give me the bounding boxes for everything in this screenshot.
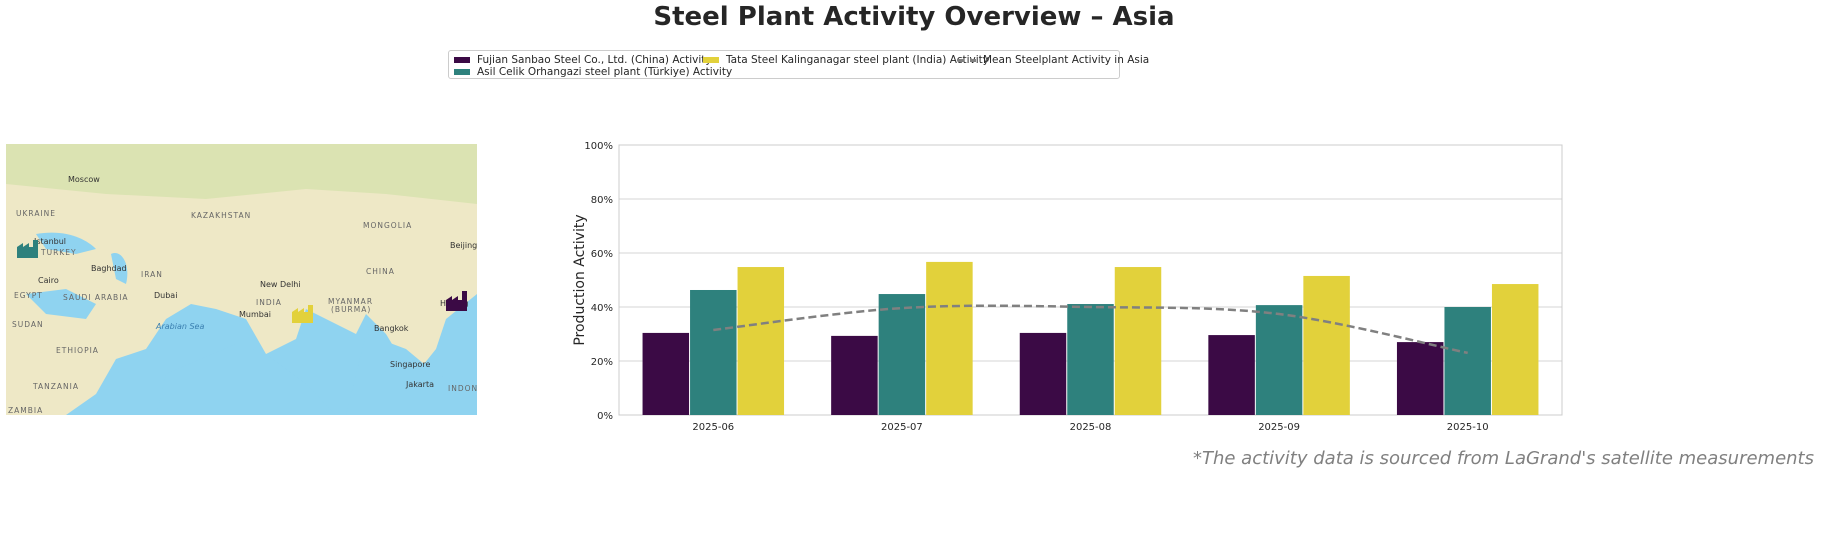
x-tick-label: 2025-09 [1258, 422, 1300, 433]
x-tick-label: 2025-10 [1447, 422, 1489, 433]
legend-label: Tata Steel Kalinganagar steel plant (Ind… [726, 54, 989, 66]
bar [1444, 307, 1491, 415]
map-label: INDIA [256, 298, 282, 307]
factory-icon [292, 305, 313, 323]
legend-item: Asil Celik Orhangazi steel plant (Türkiy… [454, 66, 732, 78]
factory-icon [446, 291, 467, 311]
legend-item: Mean Steelplant Activity in Asia [958, 54, 1149, 66]
x-tick-label: 2025-08 [1070, 422, 1112, 433]
footnote: *The activity data is sourced from LaGra… [1192, 448, 1814, 469]
bar [1114, 267, 1162, 415]
y-tick-label: 100% [584, 141, 613, 152]
legend-label: Asil Celik Orhangazi steel plant (Türkiy… [477, 66, 733, 78]
map-label: Mumbai [239, 310, 271, 319]
x-tick-label: 2025-06 [692, 422, 734, 433]
factory-icon [17, 240, 38, 258]
bar [642, 332, 690, 415]
map-label: Arabian Sea [156, 322, 205, 331]
bar [1303, 275, 1350, 415]
y-tick-label: 80% [591, 195, 613, 206]
legend-swatch [454, 69, 470, 75]
map-label: Singapore [390, 360, 431, 369]
map-label: Istanbul [34, 237, 67, 246]
legend-label: Mean Steelplant Activity in Asia [983, 54, 1150, 66]
legend-swatch [703, 57, 719, 63]
map-label: EGYPT [14, 291, 43, 300]
map-label: TURKEY [41, 248, 77, 257]
bar [1396, 342, 1444, 415]
map-label: (BURMA) [331, 305, 372, 314]
bar [831, 335, 878, 415]
legend-item: Fujian Sanbao Steel Co., Ltd. (China) Ac… [454, 54, 712, 66]
legend-dash [958, 58, 976, 62]
bar [737, 267, 785, 415]
legend-label: Fujian Sanbao Steel Co., Ltd. (China) Ac… [477, 54, 712, 66]
y-tick-label: 0% [597, 411, 613, 422]
bar [1491, 284, 1539, 415]
bar [690, 289, 737, 415]
map: Moscow UKRAINE KAZAKHSTAN MONGOLIA Istan… [6, 144, 477, 415]
page-title: Steel Plant Activity Overview – Asia [653, 2, 1175, 32]
map-label: Beijing [450, 241, 477, 250]
bar [926, 261, 973, 415]
y-tick-label: 40% [591, 303, 613, 314]
bar [1019, 332, 1067, 415]
legend-item: Tata Steel Kalinganagar steel plant (Ind… [703, 54, 989, 66]
map-basemap [6, 144, 477, 415]
map-label: New Delhi [260, 280, 301, 289]
map-label: CHINA [366, 267, 395, 276]
map-label: Moscow [68, 175, 100, 184]
bar-chart: 0% 20% 40% 60% 80% 100% 2025-06 2025-07 2025-08 2… [572, 141, 1563, 433]
map-label: MYANMAR [328, 297, 374, 306]
bar [878, 294, 926, 415]
map-label: UKRAINE [16, 209, 57, 218]
map-label: TANZANIA [33, 382, 79, 391]
map-label: Jakarta [406, 380, 434, 389]
y-axis-label: Production Activity [572, 214, 588, 345]
map-label: KAZAKHSTAN [191, 211, 252, 220]
bar [1067, 304, 1114, 415]
map-label: INDON [448, 384, 477, 393]
legend-swatch [454, 57, 470, 63]
map-label: SAUDI ARABIA [63, 293, 129, 302]
map-label: ZAMBIA [8, 406, 44, 415]
map-label: SUDAN [12, 320, 44, 329]
y-tick-label: 60% [591, 249, 613, 260]
x-tick-label: 2025-07 [881, 422, 923, 433]
legend: Fujian Sanbao Steel Co., Ltd. (China) Ac… [448, 50, 1149, 79]
map-label: ETHIOPIA [56, 346, 99, 355]
map-label: MONGOLIA [363, 221, 413, 230]
map-label: IRAN [141, 270, 163, 279]
map-label: Bangkok [374, 324, 409, 333]
mean-line [713, 304, 1468, 355]
y-tick-label: 20% [591, 357, 613, 368]
map-label: Baghdad [91, 264, 127, 273]
bar [1255, 305, 1303, 415]
map-label: Dubai [154, 291, 178, 300]
map-label: Cairo [38, 276, 59, 285]
bar [1208, 335, 1255, 415]
